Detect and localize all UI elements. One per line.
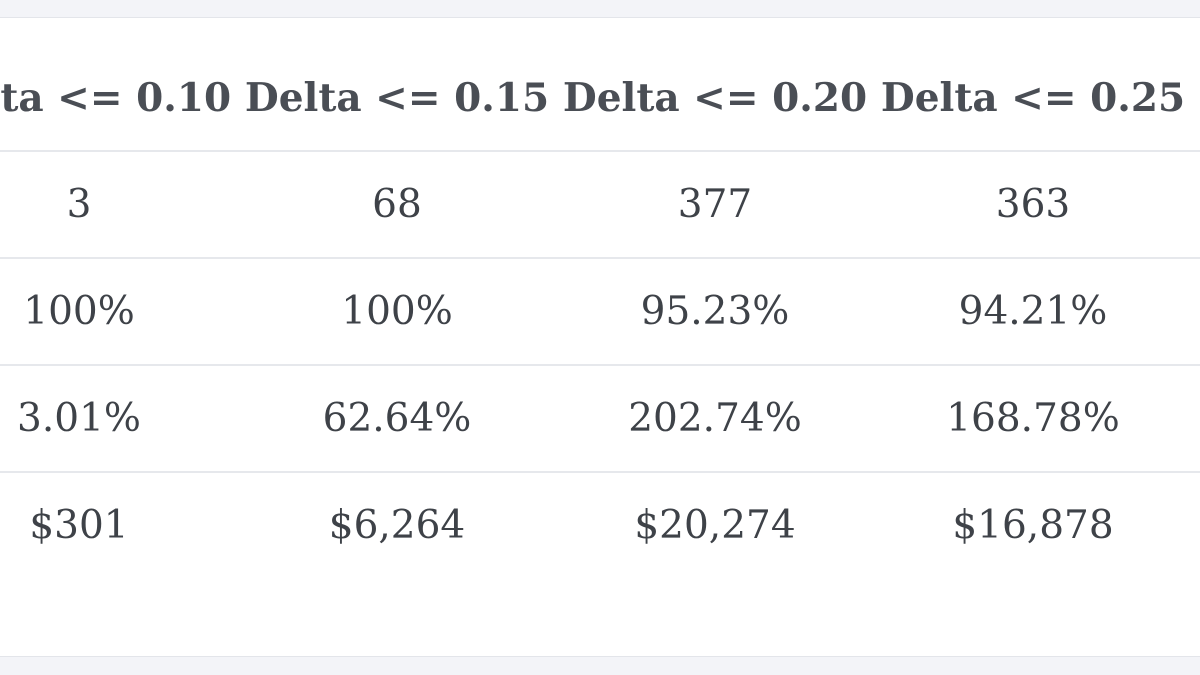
table-cell: 62.64%: [322, 396, 472, 441]
table-cell: 68: [372, 182, 422, 227]
table-cell-spacer: [1192, 151, 1200, 258]
table-cell: $16,878: [952, 503, 1114, 548]
table-cell: 363: [995, 182, 1071, 227]
table-cell-spacer: [1192, 365, 1200, 472]
table-row: 3 68 377 363: [0, 151, 1200, 258]
table-cell-spacer: [1192, 258, 1200, 365]
table-cell: 100%: [341, 289, 453, 334]
table-header-row: Delta <= 0.10 Delta <= 0.15 Delta <= 0.2…: [0, 46, 1200, 151]
table-cell: 377: [677, 182, 753, 227]
table-cell: 3.01%: [17, 396, 141, 441]
table-cell: 100%: [23, 289, 135, 334]
table-cell: 168.78%: [946, 396, 1120, 441]
column-header-delta-015: Delta <= 0.15: [244, 75, 550, 121]
table-row: $301 $6,264 $20,274 $16,878: [0, 472, 1200, 578]
table-cell: $301: [29, 503, 129, 548]
table-row: 3.01% 62.64% 202.74% 168.78%: [0, 365, 1200, 472]
table-cell: 202.74%: [628, 396, 802, 441]
table-row: 100% 100% 95.23% 94.21%: [0, 258, 1200, 365]
table-cell: 95.23%: [640, 289, 790, 334]
column-header-delta-010: Delta <= 0.10: [0, 75, 232, 121]
table-cell: $6,264: [328, 503, 466, 548]
column-header-delta-020: Delta <= 0.20: [562, 75, 868, 121]
results-table: Delta <= 0.10 Delta <= 0.15 Delta <= 0.2…: [0, 46, 1200, 578]
table-cell-spacer: [1192, 472, 1200, 578]
column-header-delta-025: Delta <= 0.25: [880, 75, 1186, 121]
table-card: Delta <= 0.10 Delta <= 0.15 Delta <= 0.2…: [0, 17, 1200, 657]
table-cell: 94.21%: [958, 289, 1108, 334]
column-header-spacer: [1192, 46, 1200, 151]
table-cell: 3: [66, 182, 92, 227]
table-cell: $20,274: [634, 503, 796, 548]
